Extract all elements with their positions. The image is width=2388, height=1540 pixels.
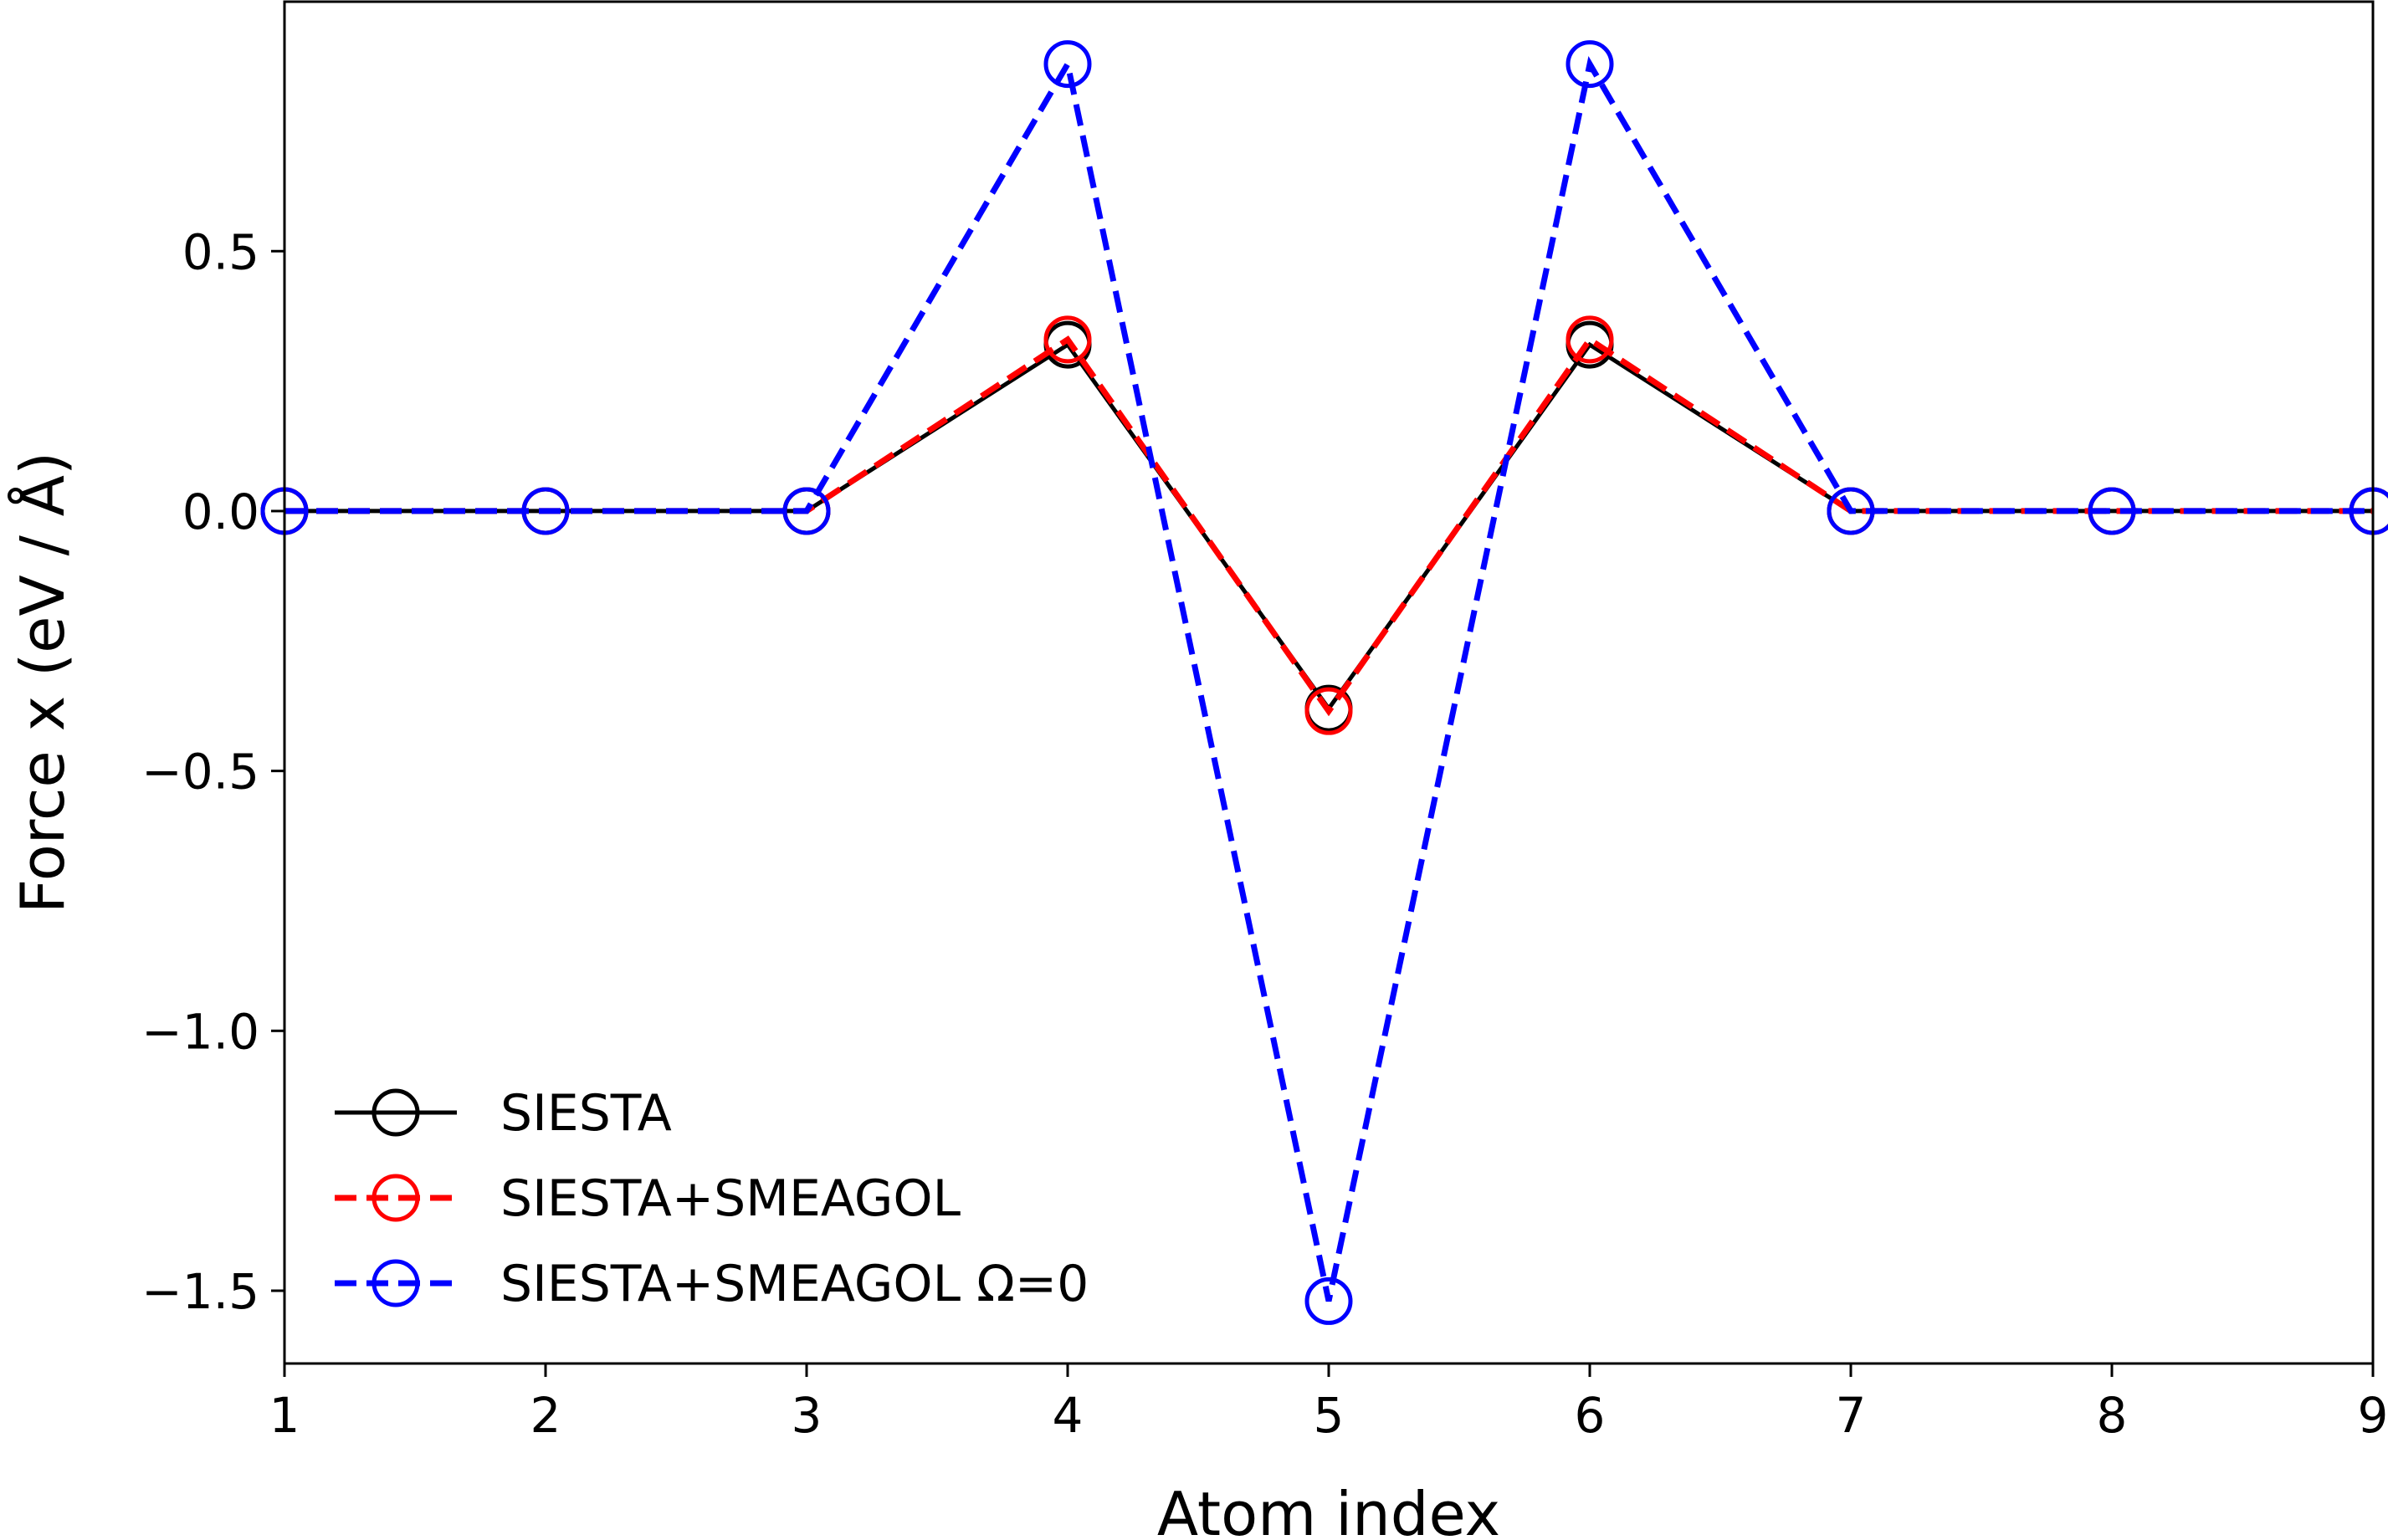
data-point bbox=[1827, 487, 1875, 535]
y-tick-label: −1.5 bbox=[141, 1263, 259, 1320]
legend-swatch-marker bbox=[372, 1088, 420, 1137]
y-tick-label: −0.5 bbox=[141, 744, 259, 801]
data-point bbox=[1566, 315, 1614, 364]
data-point bbox=[782, 487, 831, 535]
data-point bbox=[1043, 40, 1092, 89]
data-point bbox=[521, 487, 570, 535]
data-point bbox=[1043, 315, 1092, 364]
legend-item: SIESTA+SMEAGOL bbox=[335, 1169, 961, 1228]
y-axis-label: Force x (eV / Å) bbox=[8, 452, 78, 913]
y-tick-label: −1.0 bbox=[141, 1003, 259, 1060]
x-tick-label: 1 bbox=[269, 1387, 300, 1444]
data-point bbox=[1566, 40, 1614, 89]
legend-swatch-marker bbox=[372, 1259, 420, 1307]
data-point bbox=[2088, 487, 2136, 535]
y-tick-label: 0.5 bbox=[182, 223, 259, 280]
x-tick-label: 9 bbox=[2358, 1387, 2388, 1444]
legend-item: SIESTA bbox=[335, 1084, 672, 1143]
x-tick-label: 7 bbox=[1836, 1387, 1867, 1444]
x-tick-label: 6 bbox=[1575, 1387, 1606, 1444]
legend-label: SIESTA bbox=[500, 1084, 672, 1143]
data-point bbox=[1304, 1277, 1353, 1325]
series-3 bbox=[260, 40, 2388, 1325]
series-line bbox=[284, 56, 2373, 1302]
x-tick-label: 8 bbox=[2097, 1387, 2128, 1444]
legend-label: SIESTA+SMEAGOL bbox=[500, 1169, 961, 1228]
data-point bbox=[1304, 687, 1353, 735]
y-axis: 0.5 0.0 −0.5 −1.0 −1.5 bbox=[141, 223, 284, 1320]
legend: SIESTA SIESTA+SMEAGOL SIESTA+SMEAGOL Ω=0 bbox=[335, 1084, 1089, 1313]
x-tick-label: 3 bbox=[792, 1387, 822, 1444]
x-tick-label: 5 bbox=[1314, 1387, 1345, 1444]
x-axis: 1 2 3 4 5 6 7 8 9 bbox=[269, 1363, 2388, 1444]
legend-item: SIESTA+SMEAGOL Ω=0 bbox=[335, 1255, 1089, 1313]
x-axis-label: Atom index bbox=[1157, 1479, 1500, 1540]
legend-label: SIESTA+SMEAGOL Ω=0 bbox=[500, 1255, 1089, 1313]
x-tick-label: 4 bbox=[1053, 1387, 1084, 1444]
x-tick-label: 2 bbox=[530, 1387, 561, 1444]
y-tick-label: 0.0 bbox=[182, 483, 259, 540]
legend-swatch-marker bbox=[372, 1174, 420, 1222]
